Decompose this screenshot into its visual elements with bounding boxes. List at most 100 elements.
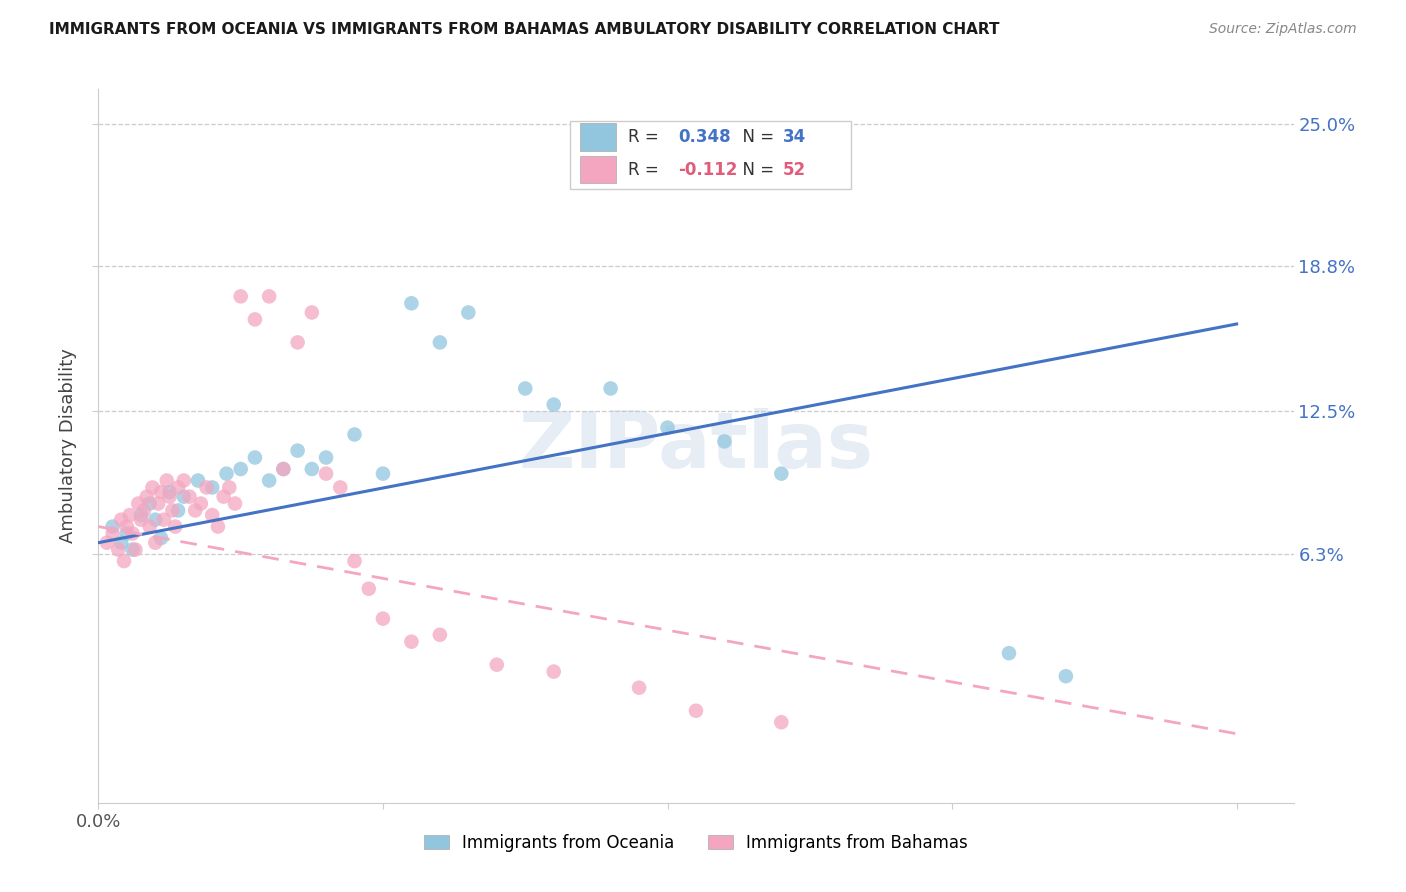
- Point: [343, 554, 366, 568]
- Point: [159, 485, 181, 500]
- Point: [121, 542, 143, 557]
- Point: [184, 503, 207, 517]
- Point: [315, 450, 337, 465]
- Point: [153, 513, 176, 527]
- Point: [156, 474, 179, 488]
- Point: [599, 381, 621, 395]
- Point: [229, 462, 252, 476]
- FancyBboxPatch shape: [581, 156, 616, 184]
- Legend: Immigrants from Oceania, Immigrants from Bahamas: Immigrants from Oceania, Immigrants from…: [418, 828, 974, 859]
- Point: [515, 381, 537, 395]
- Point: [485, 657, 508, 672]
- Point: [343, 427, 366, 442]
- Text: R =: R =: [628, 161, 664, 178]
- Point: [207, 519, 229, 533]
- Point: [215, 467, 238, 481]
- Text: 34: 34: [783, 128, 807, 146]
- Point: [243, 450, 266, 465]
- Point: [179, 490, 201, 504]
- Point: [201, 508, 224, 522]
- Point: [135, 490, 157, 504]
- Point: [257, 289, 280, 303]
- Point: [141, 480, 163, 494]
- Point: [159, 490, 181, 504]
- Point: [187, 474, 209, 488]
- Point: [457, 305, 479, 319]
- Point: [371, 612, 394, 626]
- Point: [138, 519, 160, 533]
- Y-axis label: Ambulatory Disability: Ambulatory Disability: [59, 349, 77, 543]
- Point: [143, 535, 166, 549]
- Point: [1054, 669, 1077, 683]
- Point: [329, 480, 352, 494]
- Point: [143, 513, 166, 527]
- Point: [115, 519, 138, 533]
- FancyBboxPatch shape: [571, 121, 852, 189]
- Text: R =: R =: [628, 128, 664, 146]
- Point: [229, 289, 252, 303]
- Text: N =: N =: [733, 128, 779, 146]
- Point: [770, 715, 793, 730]
- Text: Source: ZipAtlas.com: Source: ZipAtlas.com: [1209, 22, 1357, 37]
- Point: [129, 508, 152, 522]
- Point: [107, 542, 129, 557]
- Point: [287, 443, 309, 458]
- Point: [257, 474, 280, 488]
- Point: [301, 305, 323, 319]
- Point: [657, 420, 679, 434]
- Point: [112, 554, 135, 568]
- Point: [401, 634, 423, 648]
- Point: [127, 497, 149, 511]
- Text: -0.112: -0.112: [678, 161, 737, 178]
- Point: [287, 335, 309, 350]
- Point: [212, 490, 235, 504]
- Point: [273, 462, 295, 476]
- Point: [543, 665, 565, 679]
- Point: [162, 503, 184, 517]
- Point: [628, 681, 651, 695]
- Point: [315, 467, 337, 481]
- Point: [115, 526, 138, 541]
- Text: 52: 52: [783, 161, 806, 178]
- Point: [224, 497, 246, 511]
- Text: ZIPatlas: ZIPatlas: [519, 408, 873, 484]
- Point: [543, 398, 565, 412]
- Point: [118, 508, 141, 522]
- Point: [429, 628, 451, 642]
- Point: [195, 480, 218, 494]
- Point: [173, 474, 195, 488]
- Text: N =: N =: [733, 161, 779, 178]
- Point: [201, 480, 224, 494]
- Point: [96, 535, 118, 549]
- Point: [110, 513, 132, 527]
- Point: [167, 503, 190, 517]
- Point: [401, 296, 423, 310]
- Point: [167, 480, 190, 494]
- Point: [357, 582, 380, 596]
- Point: [121, 526, 143, 541]
- Point: [150, 485, 173, 500]
- Point: [101, 519, 124, 533]
- Text: IMMIGRANTS FROM OCEANIA VS IMMIGRANTS FROM BAHAMAS AMBULATORY DISABILITY CORRELA: IMMIGRANTS FROM OCEANIA VS IMMIGRANTS FR…: [49, 22, 1000, 37]
- Text: 0.348: 0.348: [678, 128, 731, 146]
- Point: [218, 480, 240, 494]
- Point: [148, 497, 170, 511]
- Point: [371, 467, 394, 481]
- Point: [173, 490, 195, 504]
- Point: [190, 497, 212, 511]
- Point: [129, 513, 152, 527]
- Point: [998, 646, 1021, 660]
- Point: [243, 312, 266, 326]
- Point: [138, 497, 160, 511]
- Point: [132, 503, 155, 517]
- FancyBboxPatch shape: [581, 123, 616, 151]
- Point: [110, 535, 132, 549]
- Point: [713, 434, 735, 449]
- Point: [101, 526, 124, 541]
- Point: [685, 704, 707, 718]
- Point: [150, 531, 173, 545]
- Point: [770, 467, 793, 481]
- Point: [124, 542, 146, 557]
- Point: [301, 462, 323, 476]
- Point: [165, 519, 187, 533]
